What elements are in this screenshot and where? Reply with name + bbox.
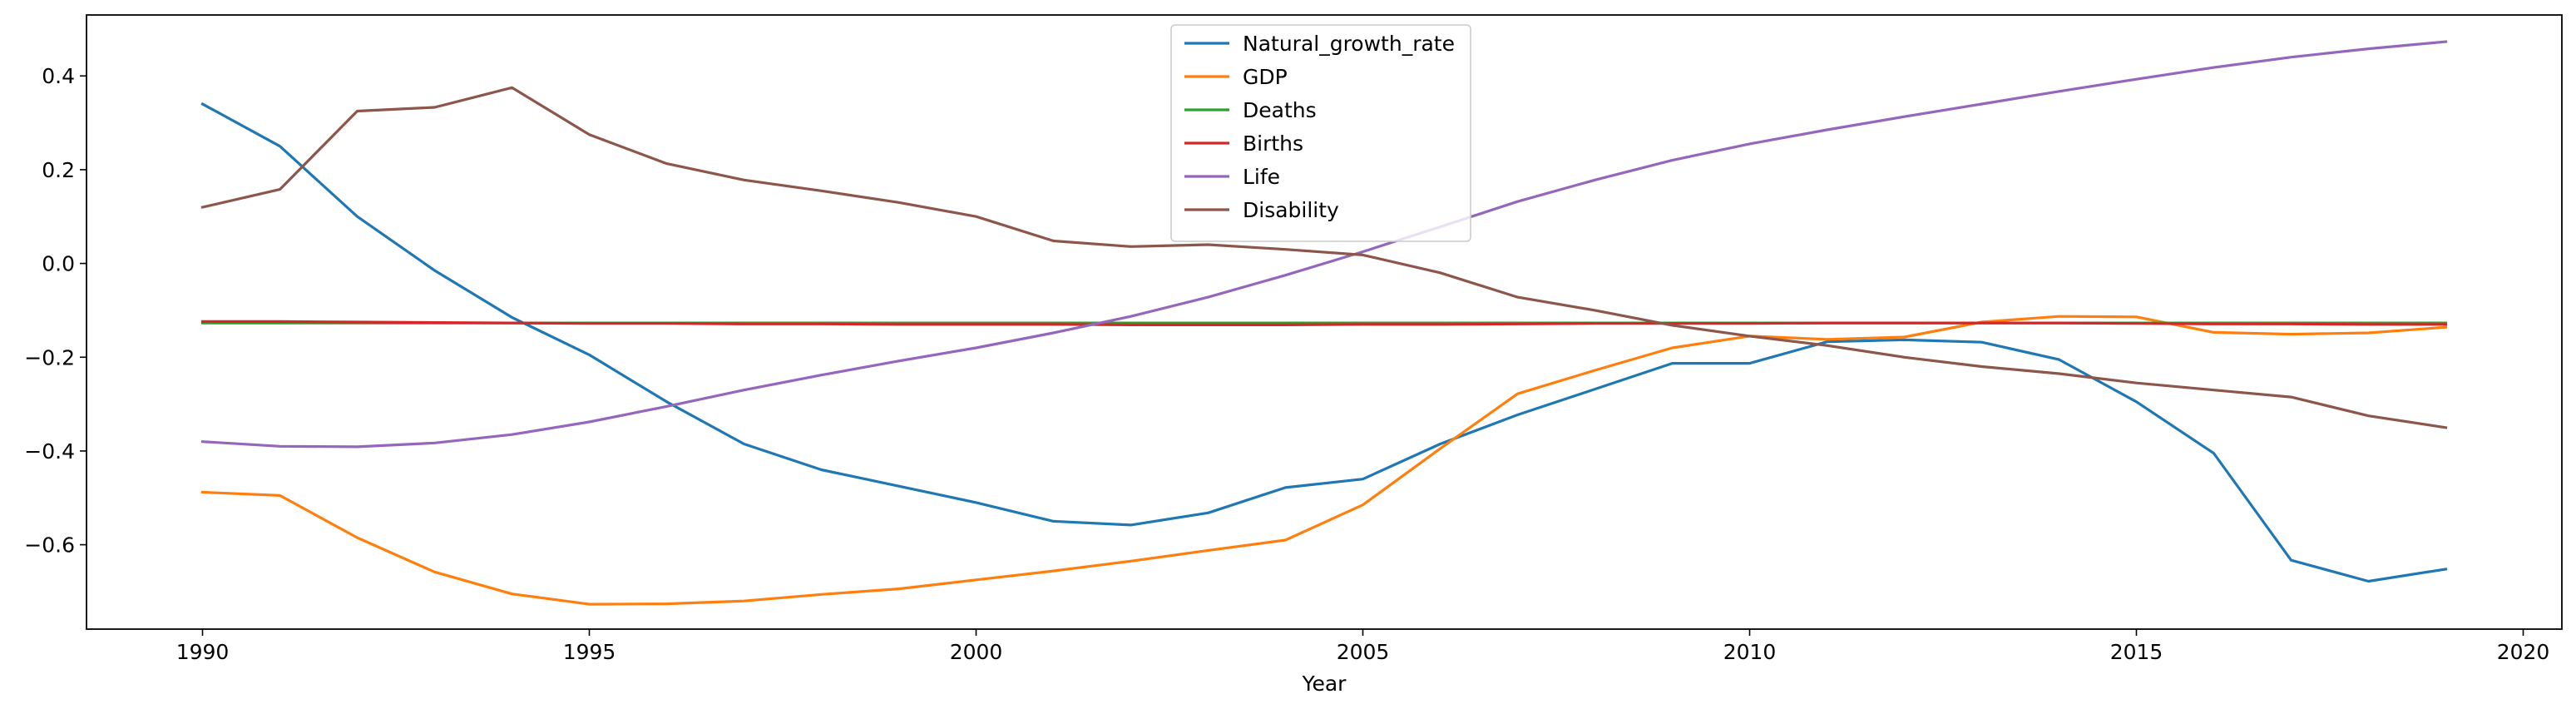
legend-label-disability: Disability (1243, 198, 1339, 222)
x-axis-label: Year (1302, 672, 1347, 696)
x-tick-label: 2005 (1337, 640, 1390, 664)
axes: 1990 1995 2000 2005 2010 2015 2020 −0.6 −0.4 −0.2… (24, 14, 2563, 696)
x-tick-label: 1995 (563, 640, 616, 664)
plot-frame (86, 14, 2563, 630)
legend-label-life: Life (1243, 165, 1280, 189)
x-tick-label: 2020 (2497, 640, 2550, 664)
y-tick-label: 0.0 (42, 252, 75, 276)
x-tick-label: 2015 (2110, 640, 2163, 664)
y-tick-label: 0.2 (42, 158, 75, 182)
y-tick-label: −0.6 (24, 533, 75, 558)
series-line-life (200, 40, 2448, 449)
y-tick-label: −0.4 (24, 439, 75, 464)
y-tick-label: −0.2 (24, 345, 75, 369)
y-tick-label: 0.4 (42, 64, 75, 88)
series-line-natural-growth-rate (200, 102, 2448, 583)
legend-label-births: Births (1243, 131, 1303, 156)
x-tick-label: 2010 (1723, 640, 1777, 664)
legend-label-gdp: GDP (1243, 65, 1288, 89)
x-tick-label: 1990 (176, 640, 230, 664)
series-line-births (200, 320, 2448, 326)
x-tick-label: 2000 (950, 640, 1003, 664)
series-line-gdp (200, 315, 2448, 606)
series-line-disability (200, 86, 2448, 429)
plot-lines (200, 40, 2448, 606)
legend-label-natural-growth-rate: Natural_growth_rate (1243, 32, 1455, 56)
legend-label-deaths: Deaths (1243, 98, 1317, 122)
legend: Natural_growth_rate GDP Deaths Births Life Di… (1170, 24, 1471, 242)
legend-box (1170, 24, 1471, 242)
